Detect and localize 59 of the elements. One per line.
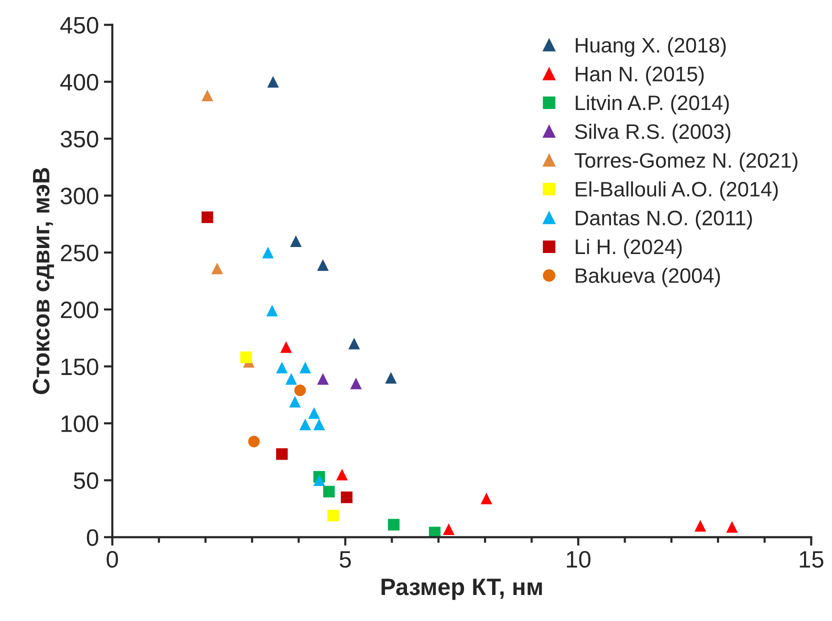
point bbox=[299, 362, 312, 374]
point bbox=[385, 372, 397, 384]
x-tick-label: 15 bbox=[800, 551, 824, 568]
point bbox=[202, 211, 214, 224]
point bbox=[266, 304, 278, 316]
y-tick-label: 250 bbox=[60, 244, 98, 262]
x-axis-title: Размер КТ, нм bbox=[382, 578, 542, 600]
point bbox=[327, 510, 339, 522]
legend-label: El-Ballouli A.O. (2014) bbox=[576, 181, 778, 201]
point bbox=[276, 448, 288, 460]
point bbox=[248, 436, 260, 448]
x-tick-label: 5 bbox=[340, 551, 351, 568]
point bbox=[350, 378, 362, 390]
point bbox=[285, 373, 298, 385]
y-tick-label: 450 bbox=[60, 16, 98, 34]
point bbox=[388, 518, 400, 530]
point bbox=[480, 492, 492, 504]
point bbox=[694, 520, 706, 532]
point bbox=[317, 373, 329, 385]
point bbox=[336, 468, 348, 480]
legend-label: Torres-Gomez N. (2021) bbox=[574, 152, 798, 172]
point bbox=[280, 341, 292, 353]
y-tick-label: 350 bbox=[60, 130, 98, 148]
point bbox=[308, 407, 320, 419]
point bbox=[317, 259, 329, 271]
x-tick-label: 0 bbox=[106, 550, 118, 568]
point bbox=[442, 523, 455, 536]
point bbox=[323, 486, 335, 498]
legend-label: Litvin A.P. (2014) bbox=[576, 94, 729, 114]
y-tick-label: 200 bbox=[60, 302, 98, 318]
point bbox=[276, 362, 288, 374]
point bbox=[348, 338, 360, 350]
point bbox=[726, 521, 738, 533]
y-axis-title: Стоксов сдвиг, мэВ bbox=[32, 168, 54, 394]
point bbox=[289, 396, 301, 408]
point bbox=[240, 351, 252, 364]
point bbox=[313, 474, 325, 486]
point bbox=[299, 418, 312, 430]
y-tick-label: 150 bbox=[62, 358, 98, 376]
point bbox=[294, 384, 306, 396]
x-tick-label: 10 bbox=[566, 550, 590, 568]
legend-label: Bakueva (2004) bbox=[576, 268, 720, 288]
point bbox=[290, 235, 302, 247]
point bbox=[340, 492, 352, 504]
y-tick-label: 300 bbox=[60, 188, 98, 204]
y-tick-label: 0 bbox=[86, 529, 98, 546]
y-tick-label: 50 bbox=[74, 472, 98, 490]
legend-label: Li H. (2024) bbox=[576, 238, 682, 258]
y-tick-label: 100 bbox=[62, 415, 98, 432]
legend-label: Han N. (2015) bbox=[576, 66, 704, 86]
point bbox=[262, 246, 274, 258]
point bbox=[211, 262, 223, 274]
legend-label: Huang X. (2018) bbox=[576, 37, 726, 57]
point bbox=[313, 418, 325, 430]
y-tick-label: 400 bbox=[60, 74, 98, 91]
legend-label: Silva R.S. (2003) bbox=[575, 124, 730, 144]
point bbox=[267, 76, 279, 88]
point bbox=[202, 90, 214, 102]
legend-label: Dantas N.O. (2011) bbox=[576, 210, 752, 230]
